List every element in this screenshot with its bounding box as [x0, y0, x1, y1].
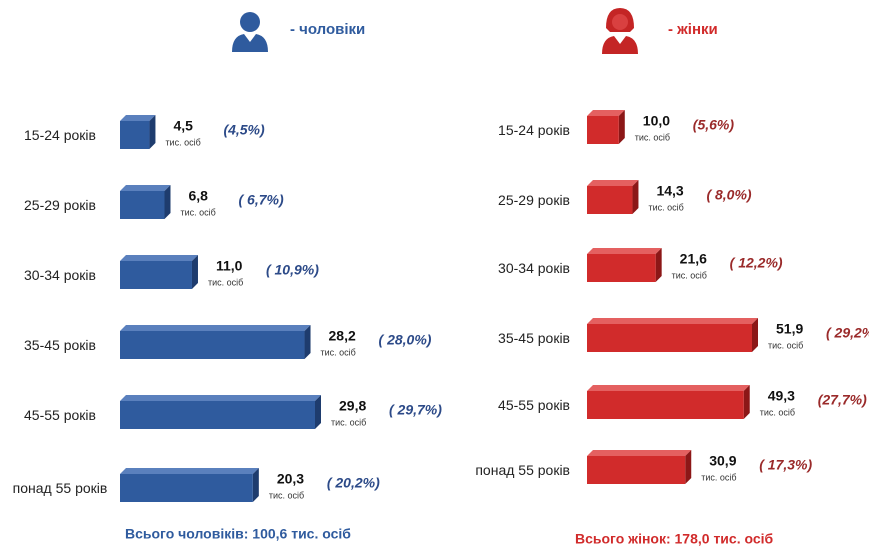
value-label: 11,0 [216, 258, 243, 274]
bar-side [655, 248, 662, 282]
category-label: 25-29 років [498, 192, 570, 208]
unit-label: тис. осіб [648, 202, 683, 212]
percent-label: ( 17,3%) [759, 457, 812, 473]
bar-side [191, 255, 198, 289]
bar-side [315, 395, 321, 429]
percent-label: ( 28,0%) [379, 332, 432, 348]
bar-side [632, 180, 639, 214]
value-label: 29,8 [339, 398, 366, 414]
category-label: 15-24 років [24, 127, 96, 143]
category-label: 30-34 років [498, 260, 570, 276]
bar [587, 116, 619, 144]
bar-side [685, 450, 692, 484]
bar-top [587, 248, 662, 254]
unit-label: тис. осіб [321, 347, 356, 357]
bar-side [149, 115, 156, 149]
unit-label: тис. осіб [180, 207, 215, 217]
male-icon [232, 12, 268, 52]
category-label: 15-24 років [498, 122, 570, 138]
value-label: 49,3 [768, 388, 795, 404]
unit-label: тис. осіб [165, 137, 200, 147]
percent-label: ( 12,2%) [730, 255, 783, 271]
bar-side [752, 318, 758, 352]
bar [587, 254, 656, 282]
bar [120, 261, 192, 289]
bar [587, 324, 752, 352]
bar-top [120, 255, 198, 261]
value-label: 30,9 [709, 453, 736, 469]
category-label: понад 55 років [475, 462, 570, 478]
bar [120, 191, 165, 219]
bar [587, 391, 744, 419]
bar-top [120, 115, 156, 121]
bar-top [587, 180, 639, 186]
category-label: 35-45 років [498, 330, 570, 346]
bar [120, 331, 305, 359]
percent-label: ( 8,0%) [706, 187, 751, 203]
bar-side [618, 110, 625, 144]
bar-side [252, 468, 259, 502]
bar-top [120, 468, 259, 474]
bar [120, 474, 253, 502]
unit-label: тис. осіб [701, 472, 736, 482]
bar [120, 401, 315, 429]
total-label: Всього чоловіків: 100,6 тис. осіб [125, 526, 351, 542]
category-label: 35-45 років [24, 337, 96, 353]
category-label: понад 55 років [12, 480, 108, 496]
percent-label: ( 10,9%) [266, 262, 319, 278]
bar [120, 121, 150, 149]
unit-label: тис. осіб [768, 340, 803, 350]
percent-label: ( 29,2%) [826, 325, 869, 341]
value-label: 14,3 [656, 183, 683, 199]
legend-label: - жінки [668, 21, 718, 38]
value-label: 28,2 [329, 328, 356, 344]
bar-side [304, 325, 311, 359]
bar [587, 456, 686, 484]
bar [587, 186, 633, 214]
unit-label: тис. осіб [208, 277, 243, 287]
bar-top [587, 450, 692, 456]
value-label: 20,3 [277, 471, 304, 487]
bar-top [587, 385, 750, 391]
unit-label: тис. осіб [269, 490, 304, 500]
unit-label: тис. осіб [672, 270, 707, 280]
value-label: 51,9 [776, 321, 803, 337]
bar-side [164, 185, 171, 219]
percent-label: (4,5%) [223, 122, 265, 138]
unit-label: тис. осіб [331, 417, 366, 427]
unit-label: тис. осіб [760, 407, 795, 417]
unit-label: тис. осіб [635, 132, 670, 142]
category-label: 25-29 років [24, 197, 96, 213]
bar-top [120, 325, 311, 331]
value-label: 21,6 [680, 251, 707, 267]
percent-label: (5,6%) [693, 117, 735, 133]
bar-top [120, 185, 171, 191]
value-label: 6,8 [188, 188, 208, 204]
category-label: 45-55 років [24, 407, 96, 423]
bar-side [743, 385, 750, 419]
total-label: Всього жінок: 178,0 тис. осіб [575, 531, 774, 547]
legend-label: - чоловіки [290, 21, 365, 38]
category-label: 45-55 років [498, 397, 570, 413]
percent-label: ( 29,7%) [389, 402, 442, 418]
percent-label: ( 6,7%) [238, 192, 283, 208]
percent-label: ( 20,2%) [327, 475, 380, 491]
bar-top [120, 395, 321, 401]
female-icon [602, 8, 638, 54]
value-label: 4,5 [173, 118, 193, 134]
category-label: 30-34 років [24, 267, 96, 283]
bar-top [587, 110, 625, 116]
percent-label: (27,7%) [818, 392, 867, 408]
value-label: 10,0 [643, 113, 670, 129]
bar-top [587, 318, 758, 324]
